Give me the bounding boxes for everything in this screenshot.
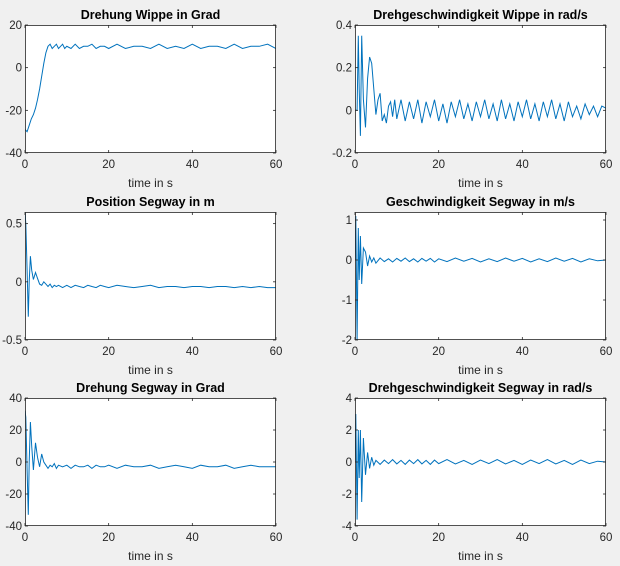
x-axis-label: time in s (458, 363, 503, 377)
x-tick-label: 20 (432, 346, 445, 358)
series-line (355, 215, 606, 340)
y-tick-label: 20 (9, 425, 22, 437)
y-tick-label: 0 (346, 255, 352, 267)
x-tick-label: 40 (186, 532, 199, 544)
y-tick-label: 0 (16, 63, 22, 75)
x-tick-label: 40 (516, 346, 529, 358)
x-axis-label: time in s (458, 176, 503, 190)
y-tick-label: 2 (346, 425, 352, 437)
x-tick-label: 20 (432, 532, 445, 544)
x-tick-label: 0 (22, 532, 28, 544)
x-tick-label: 20 (102, 159, 115, 171)
chart-title: Geschwindigkeit Segway in m/s (386, 195, 575, 209)
chart-title: Drehgeschwindigkeit Wippe in rad/s (373, 8, 588, 22)
y-tick-label: -2 (342, 489, 352, 501)
axes-box (25, 212, 276, 340)
y-tick-label: -0.2 (332, 148, 352, 160)
x-tick-label: 60 (270, 159, 283, 171)
plot-area (25, 212, 276, 340)
series-line (25, 410, 276, 515)
x-tick-label: 40 (186, 159, 199, 171)
axes-box (355, 25, 606, 153)
x-tick-label: 20 (102, 346, 115, 358)
plot-area (355, 212, 606, 340)
chart-title: Drehgeschwindigkeit Segway in rad/s (369, 381, 593, 395)
x-axis-label: time in s (128, 363, 173, 377)
y-tick-label: 0.5 (6, 219, 22, 231)
axes-box (355, 212, 606, 340)
x-tick-label: 40 (516, 532, 529, 544)
y-tick-label: -40 (5, 521, 22, 533)
plot-area (355, 25, 606, 153)
x-tick-label: 40 (186, 346, 199, 358)
y-tick-label: 0 (346, 457, 352, 469)
x-axis-label: time in s (458, 549, 503, 563)
x-tick-label: 0 (352, 532, 358, 544)
x-tick-label: 60 (600, 346, 613, 358)
axes-box (25, 25, 276, 153)
subplot-1: 0 20 40 60 -40 -20 0 20 Drehung Wippe in Grad tim… (5, 8, 282, 190)
y-tick-label: -2 (342, 335, 352, 347)
y-tick-label: 1 (346, 215, 352, 227)
plot-area (355, 398, 606, 526)
chart-title: Position Segway in m (86, 195, 215, 209)
series-line (355, 413, 606, 520)
y-tick-label: 0.2 (336, 63, 352, 75)
x-tick-label: 40 (516, 159, 529, 171)
subplot-4: 0 20 40 60 -2 -1 0 1 Geschwindigkeit Segway in m… (342, 195, 613, 377)
y-tick-label: 0 (346, 105, 352, 117)
series-line (355, 35, 606, 136)
plot-area (25, 398, 276, 526)
x-tick-label: 20 (432, 159, 445, 171)
x-tick-label: 60 (270, 532, 283, 544)
x-tick-label: 20 (102, 532, 115, 544)
y-tick-label: -40 (5, 148, 22, 160)
y-tick-label: 40 (9, 393, 22, 405)
chart-title: Drehung Segway in Grad (76, 381, 225, 395)
x-tick-label: 0 (22, 159, 28, 171)
y-tick-label: 20 (9, 20, 22, 32)
y-tick-label: 0 (16, 277, 22, 289)
series-line (25, 43, 276, 133)
y-tick-label: -0.5 (2, 335, 22, 347)
subplot-6: 0 20 40 60 -4 -2 0 2 4 Drehgeschwindigkeit Segway… (342, 381, 613, 563)
x-tick-label: 60 (270, 346, 283, 358)
y-tick-label: 0 (16, 457, 22, 469)
y-tick-label: 0.4 (336, 20, 353, 32)
x-axis-label: time in s (128, 176, 173, 190)
x-tick-label: 60 (600, 532, 613, 544)
x-tick-label: 0 (352, 346, 358, 358)
chart-title: Drehung Wippe in Grad (81, 8, 220, 22)
x-tick-label: 0 (352, 159, 358, 171)
y-tick-label: -20 (5, 489, 22, 501)
y-tick-label: -20 (5, 105, 22, 117)
subplot-5: 0 20 40 60 -40 -20 0 20 40 Drehung Segway in Grad… (5, 381, 282, 563)
x-tick-label: 60 (600, 159, 613, 171)
y-tick-label: -4 (342, 521, 353, 533)
y-tick-label: 4 (346, 393, 353, 405)
y-tick-label: -1 (342, 295, 352, 307)
x-tick-label: 0 (22, 346, 28, 358)
x-axis-label: time in s (128, 549, 173, 563)
series-line (25, 212, 276, 317)
